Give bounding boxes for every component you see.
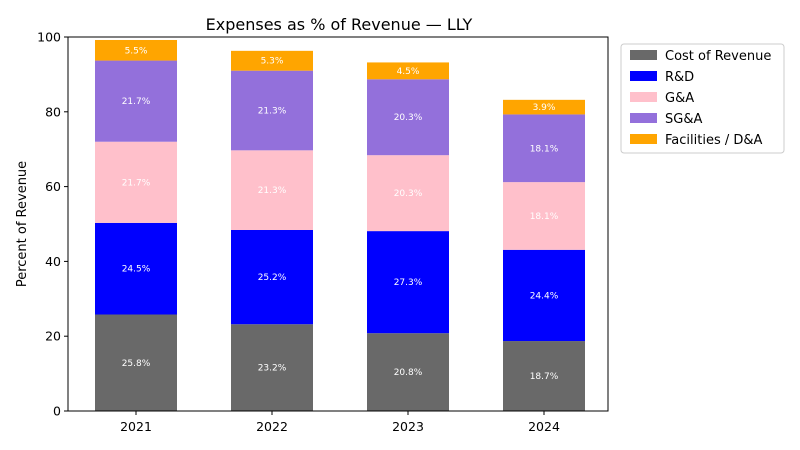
segment-value-label: 21.7%: [122, 97, 151, 107]
segment-value-label: 25.8%: [122, 359, 151, 369]
x-tick-label: 2024: [528, 419, 560, 434]
x-tick-label: 2021: [120, 419, 152, 434]
bar-segment: [367, 62, 449, 80]
bar-segment: [503, 182, 585, 250]
bar-segment: [367, 79, 449, 156]
bar-segment: [367, 333, 449, 411]
y-tick-label: 100: [37, 30, 61, 45]
bar-segment: [95, 141, 177, 223]
y-tick-label: 0: [53, 404, 61, 419]
legend-entry-label: Facilities / D&A: [665, 133, 763, 148]
segment-value-label: 18.1%: [530, 144, 559, 154]
segment-value-label: 24.5%: [122, 265, 151, 275]
bar-segment: [503, 114, 585, 183]
legend-entry-label: SG&A: [665, 112, 702, 127]
bar-segment: [231, 70, 313, 151]
segment-value-label: 21.7%: [122, 178, 151, 188]
legend-entry-label: R&D: [665, 70, 694, 85]
legend-entry-label: Cost of Revenue: [665, 49, 771, 64]
bar-segment: [231, 229, 313, 325]
segment-value-label: 3.9%: [533, 103, 556, 113]
segment-value-label: 5.5%: [125, 46, 148, 56]
y-tick-label: 60: [45, 179, 61, 194]
bar-segment: [231, 324, 313, 411]
bar-segment: [231, 50, 313, 71]
bar-segment: [95, 60, 177, 142]
segment-value-label: 18.7%: [530, 372, 559, 382]
segment-value-label: 20.3%: [394, 189, 423, 199]
segment-value-label: 20.8%: [394, 368, 423, 378]
segment-value-label: 5.3%: [261, 57, 284, 67]
segment-value-label: 4.5%: [397, 67, 420, 77]
bar-segment: [367, 231, 449, 334]
x-tick-label: 2022: [256, 419, 288, 434]
x-tick-label: 2023: [392, 419, 424, 434]
bars-layer: [95, 39, 585, 411]
y-tick-label: 80: [45, 104, 61, 119]
segment-value-label: 27.3%: [394, 278, 423, 288]
y-tick-label: 40: [45, 254, 61, 269]
y-axis: 0 20 40 60 80 100: [37, 30, 68, 419]
x-axis: 2021 2022 2023 2024: [120, 411, 560, 434]
legend-entry-label: G&A: [665, 91, 694, 106]
bar-segment: [503, 249, 585, 342]
chart-title: Expenses as % of Revenue — LLY: [206, 15, 473, 34]
bar-segment: [503, 99, 585, 115]
legend-swatch: [630, 50, 657, 60]
segment-value-label: 21.3%: [258, 106, 287, 116]
segment-value-label: 18.1%: [530, 212, 559, 222]
bar-segment: [95, 314, 177, 411]
segment-labels-layer: 25.8% 24.5% 21.7% 21.7% 5.5% 23.2% 25.2% 21.3% 2…: [122, 46, 559, 382]
legend-swatch: [630, 92, 657, 102]
segment-value-label: 25.2%: [258, 273, 287, 283]
legend-box: [620, 43, 785, 154]
y-axis-title: Percent of Revenue: [15, 161, 30, 287]
segment-value-label: 20.3%: [394, 113, 423, 123]
plot-frame: [67, 36, 609, 412]
segment-value-label: 24.4%: [530, 291, 559, 301]
legend-swatch: [630, 113, 657, 123]
bar-segment: [503, 341, 585, 411]
y-tick-label: 20: [45, 329, 61, 344]
legend: Cost of Revenue R&D G&A SG&A Facilities / D&…: [620, 43, 785, 154]
legend-swatch: [630, 134, 657, 144]
segment-value-label: 21.3%: [258, 186, 287, 196]
legend-swatch: [630, 71, 657, 81]
bar-segment: [367, 155, 449, 232]
bar-segment: [95, 39, 177, 61]
bar-segment: [95, 222, 177, 315]
bar-segment: [231, 150, 313, 230]
segment-value-label: 23.2%: [258, 364, 287, 374]
